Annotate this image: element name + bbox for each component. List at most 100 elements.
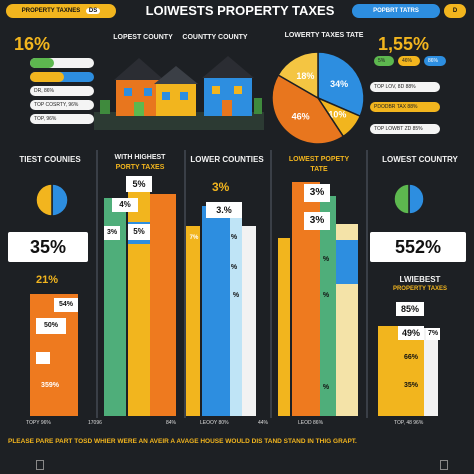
section-5-pie — [393, 183, 425, 215]
top-pie-chart: 34% 10% 46% 18% — [271, 51, 365, 145]
house-label-1: LOPEST COUNTY — [113, 34, 173, 41]
header-left-pill: PROPERTY TAXNES DS — [6, 4, 116, 18]
bottom-label-6: LEOD 86% — [298, 420, 324, 426]
bar-2-tag-4: 3% — [104, 226, 120, 240]
header-left-badge: DS — [85, 8, 101, 14]
section-1-pie-slice-2 — [35, 183, 53, 217]
header-right-pill: POPBRT TATRS — [352, 4, 440, 18]
bar-4-tag-4: % — [322, 292, 330, 299]
section-5-value: 552% — [370, 232, 466, 262]
bar-5-tag-2: 49% — [398, 326, 424, 340]
bar-4-tag-3: % — [322, 256, 330, 263]
top-left-item-1-swatch — [30, 58, 54, 68]
section-1-label: TIEST COUNIES — [19, 155, 81, 164]
bar-4-tag-2: 3% — [304, 212, 330, 230]
bar-5-tag-5: 35% — [403, 382, 418, 389]
header-right-pill-label: POPBRT TATRS — [373, 8, 419, 14]
divider-4 — [366, 150, 368, 418]
top-left-item-4: TOP COSRTY, 96% — [30, 100, 94, 110]
bar-4d-blue — [336, 240, 358, 284]
page-title: LOIWESTS PROPERTY TAXES — [145, 3, 335, 18]
houses-illustration — [94, 56, 264, 130]
section-5-sub-1: LWIEBEST — [399, 275, 441, 284]
bar-4-tag-5: % — [322, 384, 330, 391]
top-pie-label-4: 18% — [296, 71, 314, 81]
section-2-label-2: PORTY TAXES — [115, 164, 165, 171]
top-right-value: 1,55% — [378, 34, 430, 54]
bar-4a — [278, 238, 290, 416]
section-3-label: LOWER COUNTIES — [190, 155, 264, 164]
section-5-label: LOWEST COUNTRY — [382, 155, 458, 164]
bottom-label-7: TOP, 48 96% — [394, 420, 424, 426]
footer-note: PLEASE PARE PART TOSD WHIER WERE AN AVEI… — [8, 438, 357, 445]
top-left-item-3: DR, 86% — [30, 86, 94, 96]
section-4-label-2: TATE — [310, 166, 328, 173]
bottom-marker-left — [36, 460, 44, 470]
header-right-badge: D — [444, 4, 466, 18]
bar-4c — [320, 196, 336, 416]
header-left-pill-label: PROPERTY TAXNES — [21, 8, 81, 14]
bar-3-tag-5: % — [232, 292, 240, 299]
bar-5-tag-1: 85% — [396, 302, 424, 316]
bar-2-tag-3: 5% — [128, 224, 150, 240]
top-right-item-3: TOP LOWBT ZD 85% — [370, 124, 440, 134]
bar-1-tag-3 — [36, 352, 50, 364]
bar-3-tag-3: % — [230, 234, 238, 241]
top-pie-label-2: 10% — [328, 109, 346, 119]
divider-3 — [270, 150, 272, 418]
bar-2-tag-2: 4% — [112, 198, 138, 212]
bottom-label-5: 44% — [258, 420, 269, 426]
bar-5 — [378, 326, 424, 416]
house-label-2: COUNTTY COUNTY — [182, 34, 248, 41]
bar-3a — [186, 226, 200, 416]
bottom-label-2: 17096 — [88, 420, 102, 426]
bar-1-tag-2: 50% — [36, 318, 66, 334]
bar-3d — [242, 226, 256, 416]
bar-1-tag-1: 54% — [54, 298, 78, 312]
section-5-pie-slice-2 — [393, 183, 410, 215]
top-right-badge-1: 5% — [374, 56, 394, 66]
section-5-sub-2: PROPERTY TAXES — [392, 286, 448, 292]
top-right-badge-3: 86% — [424, 56, 446, 66]
top-pie-slice-3 — [271, 73, 345, 145]
bar-5-side — [424, 328, 438, 416]
top-right-item-2: PDODBR TAX 88% — [370, 102, 440, 112]
bar-3-tag-2: 7% — [189, 235, 199, 241]
bar-2a — [104, 198, 126, 416]
bar-4-tag-1: 3% — [304, 184, 330, 202]
section-1-sub: 21% — [36, 274, 59, 286]
top-pie-slice-4 — [277, 51, 319, 100]
bar-1-tag-5: 359% — [41, 382, 59, 389]
section-5-pie-slice-1 — [408, 183, 425, 215]
bar-5-tag-4: 7% — [426, 328, 440, 340]
section-3-value: 3% — [212, 180, 230, 194]
bar-2-tag-1: 5% — [126, 176, 152, 192]
section-4-label-1: LOWEST POPETY — [288, 156, 350, 163]
bar-3b — [202, 206, 230, 416]
top-left-value: 16% — [14, 34, 51, 54]
bottom-label-4: LEOOY 80% — [200, 420, 229, 426]
bottom-marker-right — [440, 460, 448, 470]
top-left-item-5: TOP, 96% — [30, 114, 94, 124]
section-2-label-1: WITH HIGHEST — [114, 154, 166, 161]
bar-2c — [150, 194, 176, 416]
bar-3-tag-1: 3.% — [206, 202, 242, 218]
top-pie-label-3: 46% — [292, 111, 310, 121]
divider-2 — [184, 150, 186, 418]
section-1-value: 35% — [8, 232, 88, 262]
bottom-label-3: 84% — [166, 420, 177, 426]
divider-1 — [96, 150, 98, 418]
bar-3-tag-4: % — [230, 264, 238, 271]
bar-5-tag-3: 66% — [403, 354, 418, 361]
top-left-item-2-swatch — [30, 72, 64, 82]
bar-3c — [230, 206, 242, 416]
bar-2b — [128, 180, 150, 416]
top-right-item-1: TOP LOV, 8D 88% — [370, 82, 440, 92]
section-1-pie-slice-1 — [51, 183, 69, 217]
top-pie-label-1: 34% — [330, 79, 348, 89]
section-1-pie — [35, 183, 69, 217]
top-right-badge-2: 46% — [398, 56, 420, 66]
bottom-label-1: TOPY 96% — [26, 420, 51, 426]
top-pie-slice-1 — [317, 51, 365, 118]
